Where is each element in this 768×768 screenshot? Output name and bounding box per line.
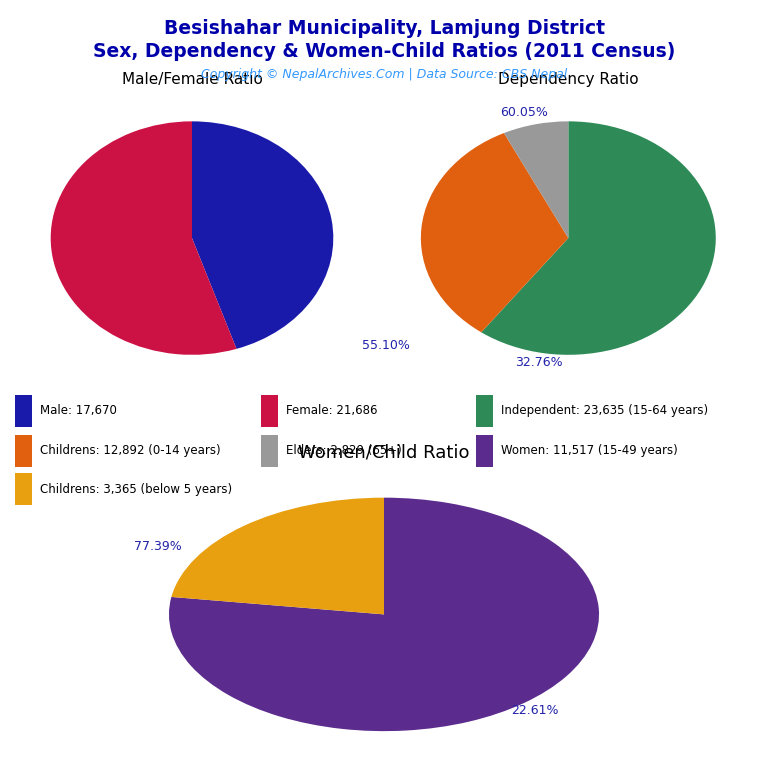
Text: Childrens: 12,892 (0-14 years): Childrens: 12,892 (0-14 years): [40, 444, 220, 457]
Wedge shape: [51, 121, 237, 355]
Wedge shape: [169, 498, 599, 731]
Title: Male/Female Ratio: Male/Female Ratio: [121, 72, 263, 87]
Text: 60.05%: 60.05%: [500, 105, 548, 118]
Wedge shape: [504, 121, 568, 238]
Text: 32.76%: 32.76%: [515, 356, 563, 369]
Bar: [476, 435, 493, 467]
Bar: [476, 395, 493, 427]
Text: Copyright © NepalArchives.Com | Data Source: CBS Nepal: Copyright © NepalArchives.Com | Data Sou…: [201, 68, 567, 81]
Text: 55.10%: 55.10%: [362, 339, 410, 352]
Bar: [15, 473, 32, 505]
Text: Women: 11,517 (15-49 years): Women: 11,517 (15-49 years): [501, 444, 677, 457]
Text: Besishahar Municipality, Lamjung District: Besishahar Municipality, Lamjung Distric…: [164, 19, 604, 38]
Wedge shape: [171, 498, 384, 614]
Bar: [261, 435, 278, 467]
Bar: [15, 435, 32, 467]
Text: Female: 21,686: Female: 21,686: [286, 405, 377, 417]
Text: Sex, Dependency & Women-Child Ratios (2011 Census): Sex, Dependency & Women-Child Ratios (20…: [93, 42, 675, 61]
Text: 77.39%: 77.39%: [134, 540, 182, 553]
Wedge shape: [421, 133, 568, 333]
Text: 22.61%: 22.61%: [511, 703, 558, 717]
Text: Independent: 23,635 (15-64 years): Independent: 23,635 (15-64 years): [501, 405, 708, 417]
Text: Elders: 2,829 (65+): Elders: 2,829 (65+): [286, 444, 402, 457]
Wedge shape: [192, 121, 333, 349]
Title: Dependency Ratio: Dependency Ratio: [498, 72, 639, 87]
Bar: [15, 395, 32, 427]
Title: Women/Child Ratio: Women/Child Ratio: [298, 443, 470, 462]
Bar: [261, 395, 278, 427]
Wedge shape: [482, 121, 716, 355]
Text: Childrens: 3,365 (below 5 years): Childrens: 3,365 (below 5 years): [40, 483, 232, 496]
Text: Male: 17,670: Male: 17,670: [40, 405, 117, 417]
